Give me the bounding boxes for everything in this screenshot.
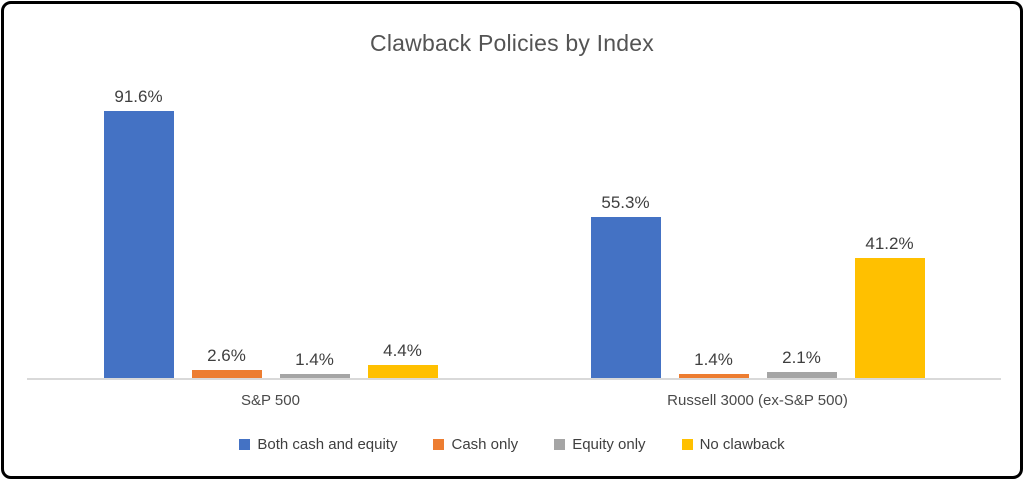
data-label: 1.4% [295,349,334,369]
data-label: 2.6% [207,346,246,366]
data-label: 91.6% [114,86,163,106]
category-label-sp500: S&P 500 [241,392,300,409]
legend-item-no-clawback: No clawback [681,436,785,453]
legend-swatch-icon [433,439,445,450]
bar-equity-only: 2.1% [766,348,837,378]
legend-label: Both cash and equity [257,436,398,453]
data-label: 1.4% [694,349,733,369]
data-label: 2.1% [782,347,821,367]
legend-item-equity-only: Equity only [554,436,646,453]
category-axis: S&P 500 Russell 3000 (ex-S&P 500) [27,392,1001,409]
legend-label: Cash only [451,436,519,453]
bar-group-sp500: 91.6% 2.6% 1.4% 4.4% [27,86,514,378]
data-label: 41.2% [865,233,914,253]
data-label: 55.3% [601,192,650,212]
bar-both-cash-and-equity: 91.6% [103,87,174,378]
legend: Both cash and equity Cash only Equity on… [4,436,1020,453]
data-label: 4.4% [383,341,422,361]
bar-cash-only: 2.6% [191,346,262,378]
bar-group-russell3000: 55.3% 1.4% 2.1% 41.2% [514,86,1001,378]
legend-label: No clawback [699,436,785,453]
legend-item-cash-only: Cash only [433,436,518,453]
legend-swatch-icon [239,439,251,450]
category-label-russell3000: Russell 3000 (ex-S&P 500) [667,392,848,409]
legend-item-both-cash-and-equity: Both cash and equity [239,436,397,453]
bar-cash-only: 1.4% [678,350,749,378]
legend-swatch-icon [681,439,693,450]
bar-equity-only: 1.4% [279,350,350,378]
chart-title: Clawback Policies by Index [370,30,654,56]
legend-swatch-icon [554,439,566,450]
legend-label: Equity only [572,436,646,453]
plot-area: 91.6% 2.6% 1.4% 4.4% 55.3% 1.4% 2.1% 41.2% [27,86,1001,380]
bar-no-clawback: 41.2% [854,234,925,378]
bar-no-clawback: 4.4% [367,341,438,378]
bar-both-cash-and-equity: 55.3% [590,193,661,378]
